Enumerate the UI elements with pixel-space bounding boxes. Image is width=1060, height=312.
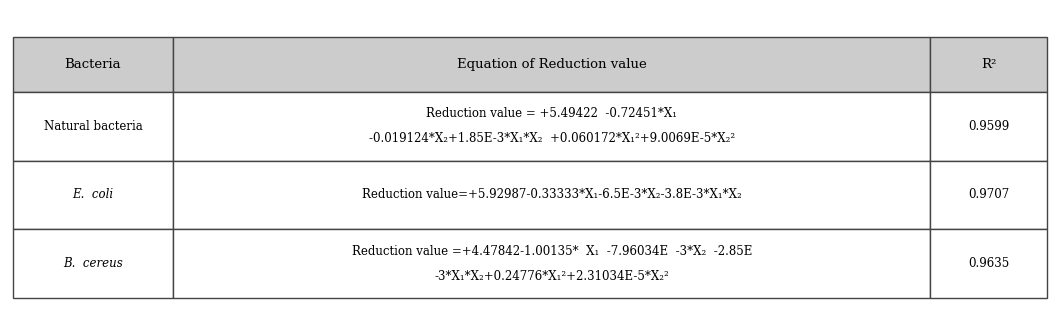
Text: -0.019124*X₂+1.85E-3*X₁*X₂  +0.060172*X₁²+9.0069E-5*X₂²: -0.019124*X₂+1.85E-3*X₁*X₂ +0.060172*X₁²…: [369, 132, 735, 145]
Bar: [931, 37, 1047, 92]
Text: Bacteria: Bacteria: [65, 58, 121, 71]
Bar: [173, 161, 931, 229]
Bar: [13, 92, 173, 161]
Bar: [13, 161, 173, 229]
Bar: [13, 37, 173, 92]
Bar: [931, 161, 1047, 229]
Text: B.  cereus: B. cereus: [63, 257, 123, 270]
Bar: [13, 229, 173, 298]
Text: 0.9635: 0.9635: [968, 257, 1009, 270]
Text: -3*X₁*X₂+0.24776*X₁²+2.31034E-5*X₂²: -3*X₁*X₂+0.24776*X₁²+2.31034E-5*X₂²: [435, 270, 669, 283]
Bar: [173, 92, 931, 161]
Text: Equation of Reduction value: Equation of Reduction value: [457, 58, 647, 71]
Text: R²: R²: [982, 58, 996, 71]
Text: Reduction value =+4.47842-1.00135*  X₁  -7.96034E  -3*X₂  -2.85E: Reduction value =+4.47842-1.00135* X₁ -7…: [352, 245, 752, 258]
Text: 0.9707: 0.9707: [968, 188, 1009, 202]
Text: Reduction value=+5.92987-0.33333*X₁-6.5E-3*X₂-3.8E-3*X₁*X₂: Reduction value=+5.92987-0.33333*X₁-6.5E…: [361, 188, 742, 202]
Text: Reduction value = +5.49422  -0.72451*X₁: Reduction value = +5.49422 -0.72451*X₁: [426, 107, 677, 120]
Bar: [931, 229, 1047, 298]
Bar: [173, 37, 931, 92]
Text: 0.9599: 0.9599: [968, 120, 1009, 133]
Text: Natural bacteria: Natural bacteria: [43, 120, 142, 133]
Text: E.  coli: E. coli: [72, 188, 113, 202]
Bar: [931, 92, 1047, 161]
Bar: [173, 229, 931, 298]
